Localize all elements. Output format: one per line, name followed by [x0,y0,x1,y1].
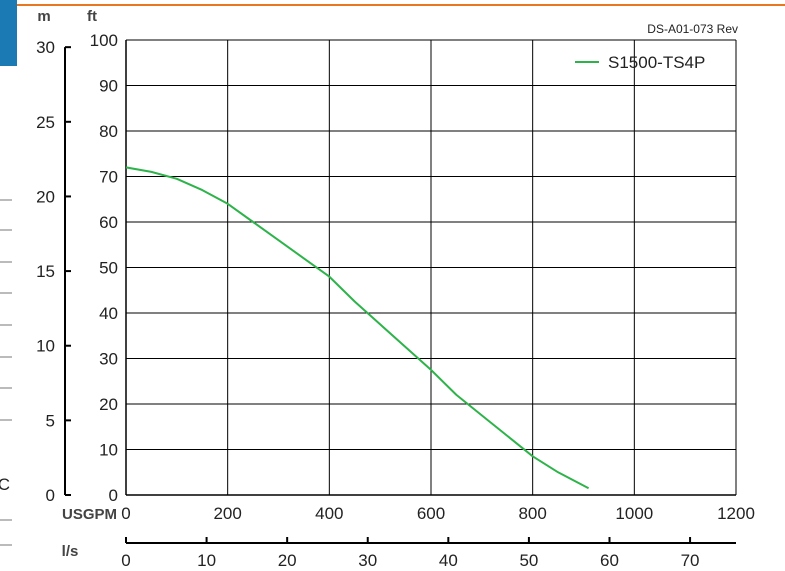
x-tick-label-1000: 1000 [615,504,653,523]
x-tick-label-200: 200 [213,504,241,523]
y-tick-label-100: 100 [90,31,118,50]
x-tick-label-0: 0 [121,504,130,523]
y-secondary-unit: m [37,8,50,25]
grid [126,39,737,495]
y-primary-axis: 0 10 20 30 40 50 60 70 80 90 100 [90,31,118,505]
x-secondary-axis: 0 10 20 30 40 50 60 70 [121,537,736,570]
x2-tick-label-60: 60 [600,551,619,570]
x-primary-unit: USGPM [62,506,117,523]
side-tab [0,0,17,66]
y-tick-label-70: 70 [99,168,118,187]
y2-tick-label-30: 30 [36,38,55,57]
x2-tick-label-20: 20 [278,551,297,570]
cropped-label: C [0,475,10,494]
x2-tick-label-10: 10 [197,551,216,570]
y2-tick-label-0: 0 [46,486,55,505]
y-tick-label-90: 90 [99,77,118,96]
x2-tick-label-30: 30 [358,551,377,570]
x2-tick-label-50: 50 [519,551,538,570]
y-tick-label-30: 30 [99,350,118,369]
y2-tick-label-20: 20 [36,187,55,206]
y-tick-label-50: 50 [99,259,118,278]
x2-tick-label-40: 40 [439,551,458,570]
y-tick-label-60: 60 [99,213,118,232]
y-tick-label-10: 10 [99,441,118,460]
x-tick-label-1200: 1200 [717,504,755,523]
y-tick-label-80: 80 [99,122,118,141]
legend: S1500-TS4P [575,53,705,72]
y-secondary-axis: 0 5 10 15 20 25 30 [36,38,71,505]
y2-tick-label-10: 10 [36,337,55,356]
plot-frame [125,40,736,496]
y-tick-label-20: 20 [99,395,118,414]
y-tick-label-0: 0 [109,486,118,505]
left-edge-stubs [0,199,12,546]
y-primary-unit: ft [87,8,97,25]
x-secondary-unit: l/s [62,543,79,560]
x2-tick-label-0: 0 [121,551,130,570]
y2-tick-label-5: 5 [46,411,55,430]
y2-tick-label-25: 25 [36,113,55,132]
x-tick-label-600: 600 [417,504,445,523]
series-layer [125,166,590,490]
series-line-0 [125,166,590,490]
x-tick-label-400: 400 [315,504,343,523]
x-tick-label-800: 800 [518,504,546,523]
x2-tick-label-70: 70 [681,551,700,570]
legend-label: S1500-TS4P [608,53,705,72]
doc-code: DS-A01-073 Rev [647,22,738,36]
x-primary-axis: 0 200 400 600 800 1000 1200 [121,504,755,523]
y-tick-label-40: 40 [99,304,118,323]
y2-tick-label-15: 15 [36,262,55,281]
